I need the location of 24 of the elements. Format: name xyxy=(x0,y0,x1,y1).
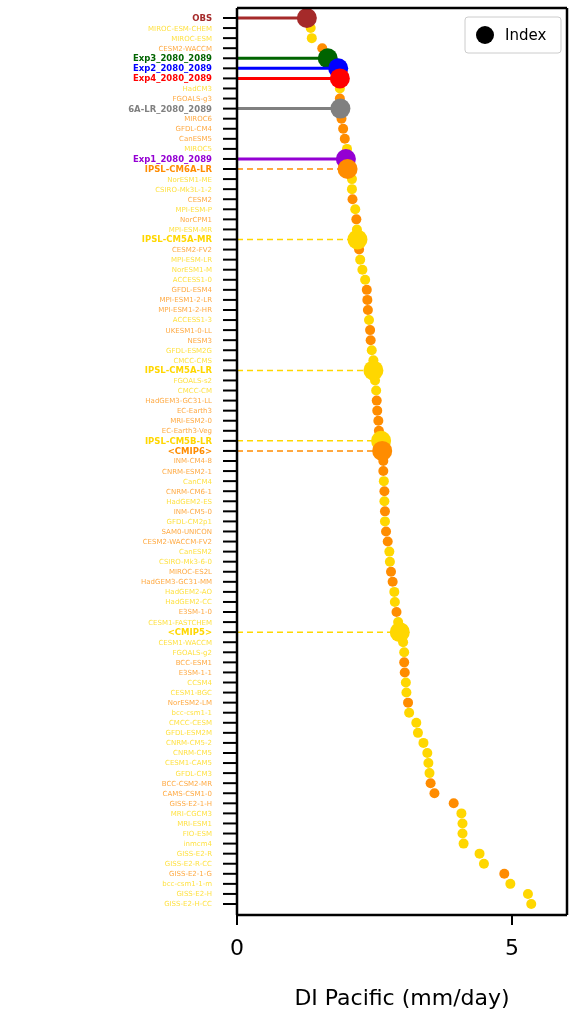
point xyxy=(296,8,317,28)
y-tick-label: IPSL-CM5A-MR xyxy=(141,234,213,245)
y-tick-label: Exp4_2080_2089 xyxy=(132,73,213,84)
y-tick-label: <CMIP5> xyxy=(167,627,212,638)
y-tick-label: Exp2_2080_2089 xyxy=(132,63,213,74)
y-tick-label: IPSL-CM6A-LR xyxy=(144,164,213,174)
y-tick-label: Exp3_2080_2089 xyxy=(132,53,213,64)
y-tick-label: Exp1_2080_2089 xyxy=(132,153,213,164)
point xyxy=(389,622,410,643)
point xyxy=(372,440,393,461)
x-axis-title: DI Pacific (mm/day) xyxy=(294,985,510,1010)
x-tick-label: 0 xyxy=(230,935,244,960)
y-tick-label: 6A-LR_2080_2089 xyxy=(128,103,213,114)
point xyxy=(337,159,358,180)
point xyxy=(363,360,384,381)
y-tick-label: <CMIP6> xyxy=(167,445,212,456)
point xyxy=(347,229,368,250)
y-tick-label: OBS xyxy=(192,12,212,23)
y-tick-label: IPSL-CM5B-LR xyxy=(144,435,213,446)
y-tick-label: IPSL-CM5A-LR xyxy=(144,365,213,376)
point xyxy=(330,98,351,119)
point xyxy=(329,68,350,89)
x-tick-label: 5 xyxy=(505,935,519,960)
legend: Index xyxy=(464,16,562,54)
